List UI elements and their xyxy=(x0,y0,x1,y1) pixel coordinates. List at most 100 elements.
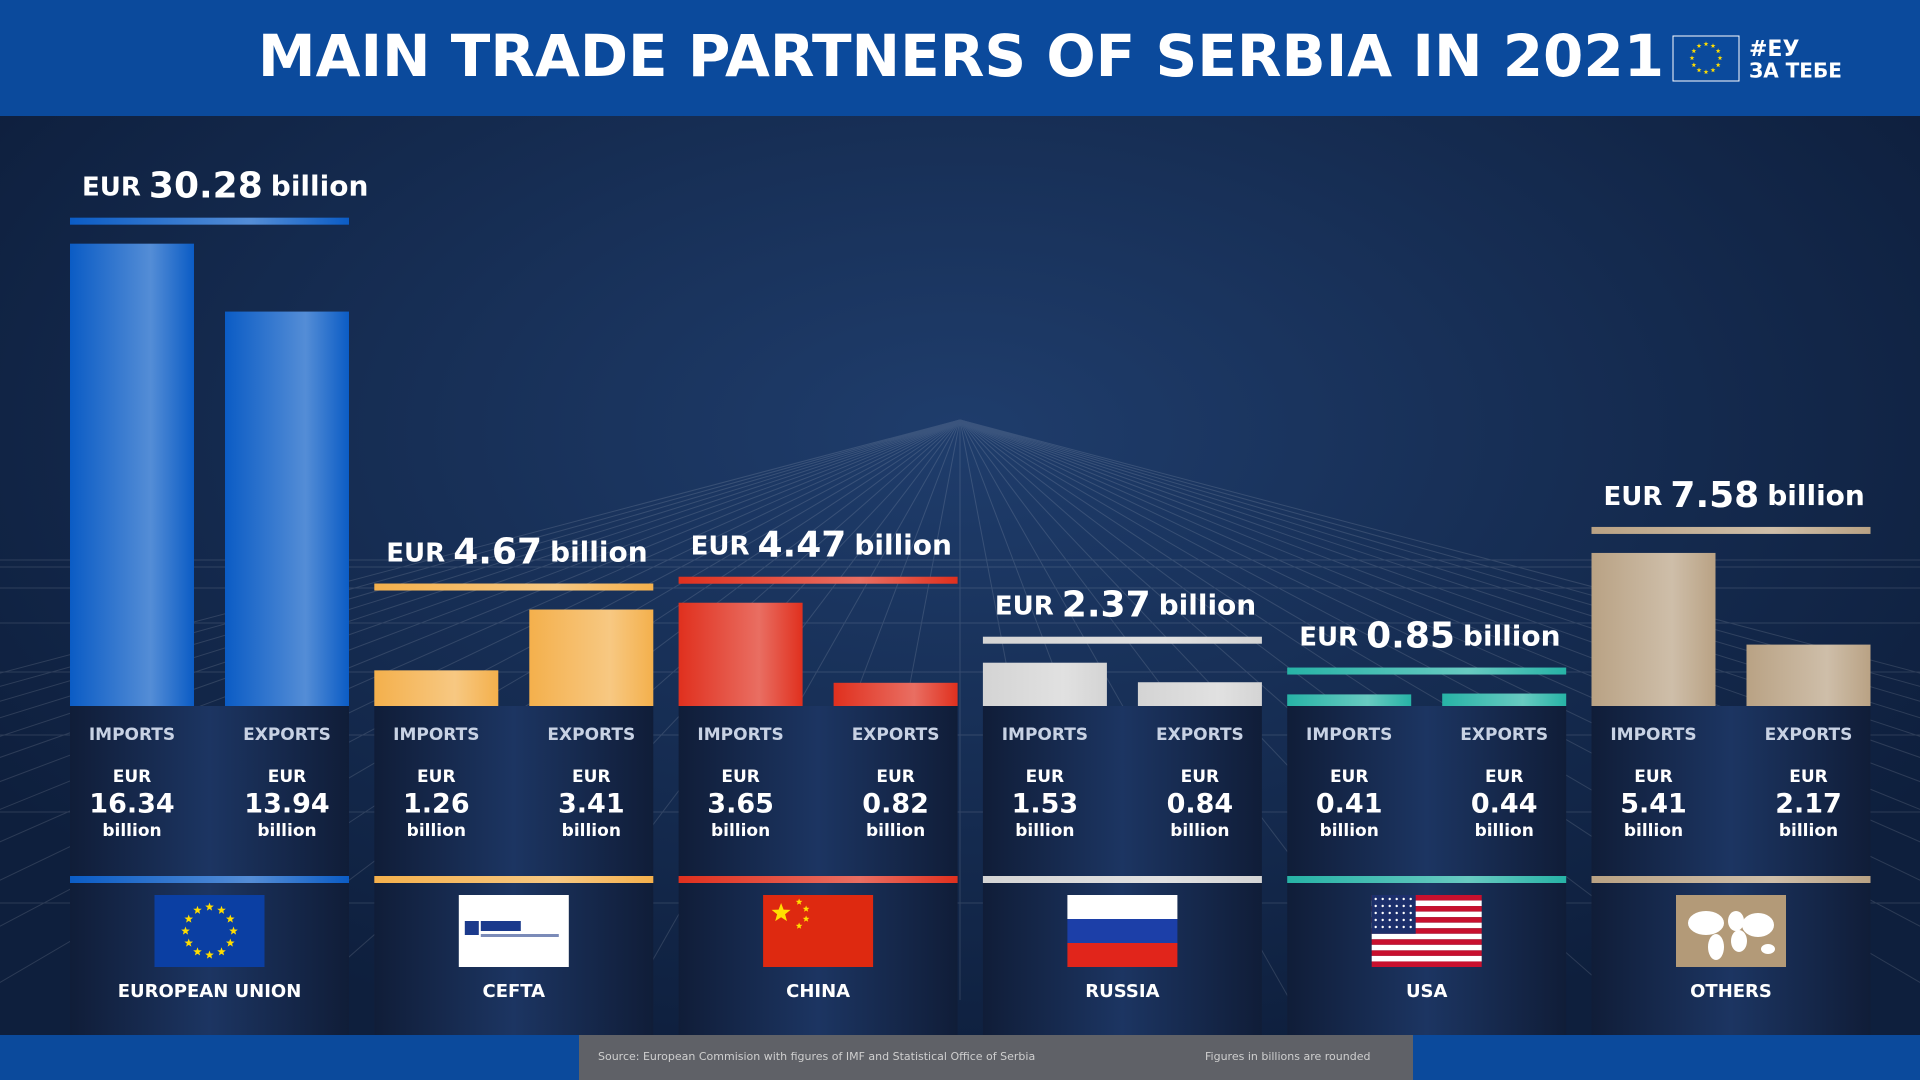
logo-star xyxy=(1710,67,1716,73)
flag-stripe xyxy=(1067,919,1178,943)
total-value: 4.47 xyxy=(758,525,847,566)
flag-canton xyxy=(1371,895,1416,934)
unit-label: billion xyxy=(102,821,161,841)
perspective-line xyxy=(0,419,961,674)
map-shape xyxy=(1742,913,1774,937)
total-value: 0.85 xyxy=(1366,616,1455,657)
bar xyxy=(833,682,958,706)
value-label: 0.41 xyxy=(1316,789,1383,820)
category-panel xyxy=(1287,706,1567,1035)
series-label: EXPORTS xyxy=(1765,725,1853,745)
flag-stripe xyxy=(1067,895,1178,919)
category-panel xyxy=(678,706,958,1035)
series-label: EXPORTS xyxy=(1156,725,1244,745)
bar xyxy=(225,311,349,706)
currency-label: EUR xyxy=(1330,767,1369,787)
flag-star xyxy=(1388,904,1391,908)
category-panel xyxy=(1591,706,1871,1035)
flag xyxy=(154,895,265,967)
flag-stripe xyxy=(1371,900,1482,907)
bar xyxy=(1746,644,1871,706)
logo-star xyxy=(1703,41,1709,47)
logo-mark xyxy=(480,921,521,931)
value-label: 0.84 xyxy=(1167,789,1234,820)
total-label: EUR 0.85 billion xyxy=(1299,616,1560,657)
series-label: IMPORTS xyxy=(1306,725,1392,745)
total-value: 7.58 xyxy=(1670,475,1759,516)
flag-star xyxy=(1395,911,1398,915)
total-label: EUR 2.37 billion xyxy=(995,585,1256,626)
logo-text: #ЕУ xyxy=(1749,37,1799,62)
flag-stripe xyxy=(1371,933,1482,940)
chart-title: MAIN TRADE PARTNERS OF SERBIA IN 2021 xyxy=(258,22,1664,90)
flag-star xyxy=(771,903,791,922)
flag-star xyxy=(181,926,190,935)
flag-star xyxy=(1374,904,1377,908)
flag-star xyxy=(802,905,810,912)
total-rule xyxy=(678,576,958,584)
category-stripe xyxy=(1287,876,1567,883)
currency-label: EUR xyxy=(113,767,152,787)
currency-label: EUR xyxy=(876,767,915,787)
flag xyxy=(458,895,569,967)
logo-star xyxy=(1717,55,1723,61)
flag-star xyxy=(1374,925,1377,929)
eu-logo-stars xyxy=(1689,41,1723,75)
category-label: USA xyxy=(1406,981,1448,1002)
perspective-line xyxy=(0,419,961,881)
logo-star xyxy=(1710,43,1716,48)
flag-star xyxy=(1381,897,1384,901)
value-label: 3.41 xyxy=(558,789,625,820)
flag-star xyxy=(1409,904,1412,908)
flag-star xyxy=(205,950,214,959)
flag-stripe xyxy=(1371,955,1482,962)
logo-star xyxy=(1703,69,1709,75)
unit-label: billion xyxy=(257,821,316,841)
series-label: EXPORTS xyxy=(852,725,940,745)
flag-stripe xyxy=(1067,943,1178,967)
flag-star xyxy=(184,938,193,947)
flag-star xyxy=(1402,911,1405,915)
currency-label: EUR xyxy=(1634,767,1673,787)
series-label: IMPORTS xyxy=(1002,725,1088,745)
category-stripe xyxy=(70,876,349,883)
logo-star xyxy=(1691,48,1697,54)
bar xyxy=(374,670,499,706)
footer-note-box xyxy=(579,1035,1413,1080)
perspective-line xyxy=(0,419,961,702)
unit-label: billion xyxy=(1015,821,1074,841)
total-unit: billion xyxy=(550,536,648,569)
flag-star xyxy=(1402,925,1405,929)
category-panel xyxy=(374,706,654,1035)
unit-label: billion xyxy=(1475,821,1534,841)
currency-label: EUR xyxy=(268,767,307,787)
bar xyxy=(1287,694,1412,706)
flag-star xyxy=(795,922,803,929)
currency-label: EUR xyxy=(1026,767,1065,787)
currency-label: EUR xyxy=(417,767,456,787)
value-label: 1.26 xyxy=(403,789,470,820)
currency-label: EUR xyxy=(1181,767,1220,787)
flag-star xyxy=(1395,904,1398,908)
flag-star xyxy=(226,914,235,923)
total-currency: EUR xyxy=(995,591,1054,621)
bar xyxy=(982,662,1107,706)
flag-star xyxy=(1409,897,1412,901)
flag xyxy=(1371,895,1482,967)
unit-label: billion xyxy=(711,821,770,841)
total-unit: billion xyxy=(271,170,369,203)
series-label: IMPORTS xyxy=(697,725,783,745)
header-bar xyxy=(0,0,1920,116)
flag-stripe xyxy=(1371,950,1482,956)
bar xyxy=(1591,552,1716,706)
perspective-line xyxy=(959,419,1920,674)
total-currency: EUR xyxy=(1299,622,1358,652)
map-shape xyxy=(1761,944,1775,954)
total-currency: EUR xyxy=(691,531,750,561)
rounding-note: Figures in billions are rounded xyxy=(1205,1050,1370,1063)
logo-text: ЗА ТЕБЕ xyxy=(1749,59,1842,83)
category-label: EUROPEAN UNION xyxy=(118,981,302,1002)
category-stripe xyxy=(678,876,958,883)
